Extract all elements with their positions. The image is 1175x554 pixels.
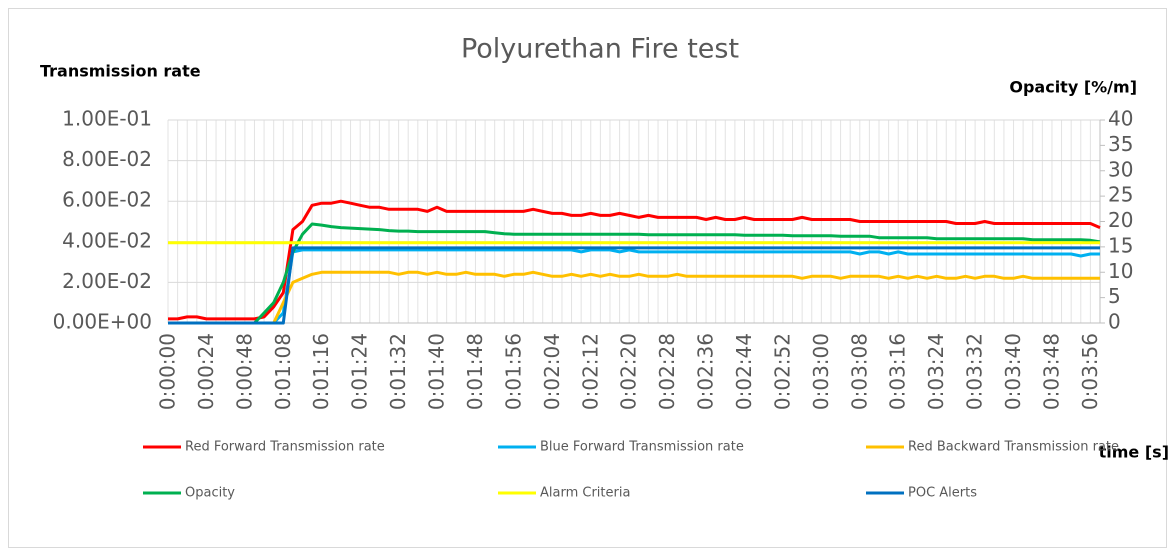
- y-tick-label: 1.00E-01: [62, 107, 152, 131]
- x-tick-label: 0:03:40: [1001, 333, 1025, 410]
- x-tick-label: 0:02:04: [540, 333, 564, 410]
- x-tick-label: 0:02:52: [770, 333, 794, 410]
- x-tick-label: 0:01:24: [348, 333, 372, 410]
- series-line: [168, 246, 1100, 325]
- x-tick-label: 0:03:56: [1078, 333, 1102, 410]
- y2-tick-label: 10: [1108, 259, 1133, 283]
- y2-tick-label: 5: [1108, 284, 1121, 308]
- x-tick-label: 0:03:08: [847, 333, 871, 410]
- y2-tick-label: 35: [1108, 132, 1133, 156]
- y-axis-label: Transmission rate: [40, 62, 201, 81]
- chart-title: Polyurethan Fire test: [461, 34, 739, 65]
- x-tick-label: 0:02:20: [617, 333, 641, 410]
- x-tick-label: 0:01:48: [463, 333, 487, 410]
- y-tick-label: 2.00E-02: [62, 269, 152, 293]
- x-tick-label: 0:01:08: [271, 333, 295, 410]
- series-line: [168, 270, 1100, 325]
- legend-label: Red Forward Transmission rate: [185, 440, 385, 455]
- x-tick-label: 0:01:56: [501, 333, 525, 410]
- x-tick-label: 0:03:00: [809, 333, 833, 410]
- y-tick-label: 6.00E-02: [62, 188, 152, 212]
- x-tick-label: 0:00:00: [156, 333, 180, 410]
- x-tick-label: 0:02:36: [694, 333, 718, 410]
- chart-border: [8, 8, 1167, 548]
- legend-label: Red Backward Transmission rate: [908, 440, 1119, 455]
- x-tick-label: 0:03:24: [924, 333, 948, 410]
- x-tick-label: 0:02:12: [578, 333, 602, 410]
- y2-tick-label: 40: [1108, 107, 1133, 131]
- x-tick-label: 0:00:24: [194, 333, 218, 410]
- y-tick-label: 8.00E-02: [62, 147, 152, 171]
- x-tick-label: 0:03:48: [1039, 333, 1063, 410]
- x-axis-label: time [s]: [1099, 443, 1169, 462]
- series-line: [168, 248, 1100, 325]
- x-tick-label: 0:02:44: [732, 333, 756, 410]
- x-tick-label: 0:01:16: [309, 333, 333, 410]
- x-tick-label: 0:00:48: [232, 333, 256, 410]
- legend-label: POC Alerts: [908, 486, 977, 501]
- x-tick-label: 0:02:28: [655, 333, 679, 410]
- series-line: [168, 199, 1101, 321]
- y2-axis-label: Opacity [%/m]: [1009, 78, 1137, 97]
- x-tick-label: 0:03:16: [886, 333, 910, 410]
- x-tick-label: 0:03:32: [963, 333, 987, 410]
- series-line: [168, 222, 1101, 325]
- x-tick-label: 0:01:32: [386, 333, 410, 410]
- y2-tick-label: 15: [1108, 233, 1133, 257]
- legend-label: Alarm Criteria: [540, 486, 630, 501]
- y2-tick-label: 20: [1108, 208, 1133, 232]
- y2-tick-label: 25: [1108, 183, 1133, 207]
- x-tick-label: 0:01:40: [425, 333, 449, 410]
- y-tick-label: 4.00E-02: [62, 228, 152, 252]
- legend-label: Opacity: [185, 486, 235, 501]
- y2-tick-label: 30: [1108, 157, 1133, 181]
- y2-tick-label: 0: [1108, 310, 1121, 334]
- y-tick-label: 0.00E+00: [53, 310, 152, 334]
- legend-label: Blue Forward Transmission rate: [540, 440, 744, 455]
